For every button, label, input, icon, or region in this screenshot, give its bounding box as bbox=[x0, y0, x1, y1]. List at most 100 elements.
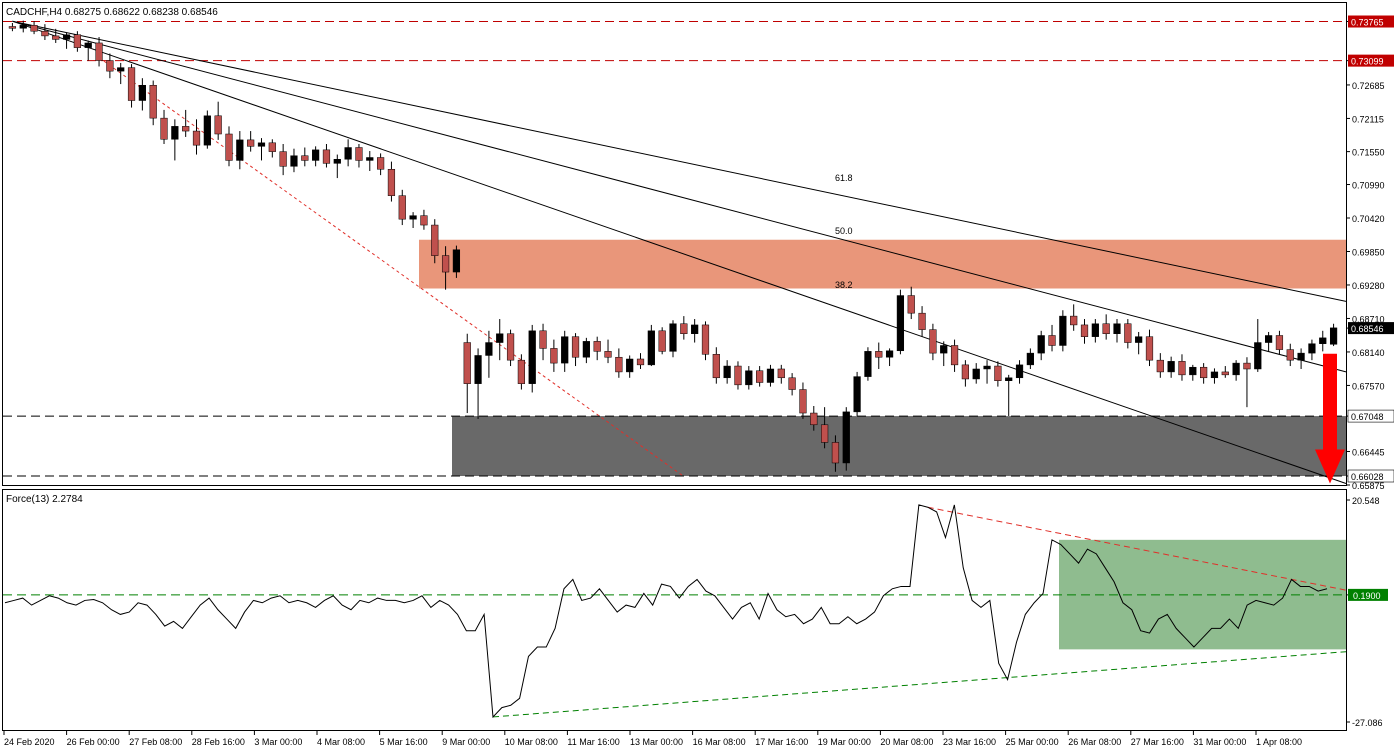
candle-body-42 bbox=[463, 342, 471, 384]
fib-label-50.0: 50.0 bbox=[835, 226, 853, 236]
time-tick-label-7: 9 Mar 00:00 bbox=[442, 737, 490, 747]
candle-body-93 bbox=[1015, 364, 1024, 379]
candle-body-1 bbox=[19, 25, 27, 29]
candle-body-30 bbox=[333, 159, 341, 164]
candle-body-36 bbox=[398, 195, 406, 220]
force-panel-border bbox=[2, 489, 1347, 731]
candle-body-64 bbox=[701, 324, 710, 355]
price-level-tag-15 bbox=[1347, 469, 1394, 483]
candle-body-58 bbox=[636, 358, 645, 366]
candle-body-22 bbox=[247, 139, 255, 147]
price-tick-label-12: 0.67570 bbox=[1352, 381, 1385, 391]
candle-body-83 bbox=[907, 295, 915, 314]
candle-body-97 bbox=[1059, 315, 1067, 346]
price-level-tag-0 bbox=[1348, 15, 1394, 28]
time-tick-label-6: 5 Mar 16:00 bbox=[380, 737, 428, 747]
candle-body-39 bbox=[431, 224, 439, 256]
time-tick-label-0: 24 Feb 2020 bbox=[4, 737, 55, 747]
candle-body-5 bbox=[62, 34, 71, 40]
price-tick-label-8: 0.69280 bbox=[1352, 281, 1385, 291]
candle-body-74 bbox=[810, 412, 818, 426]
force-tick-label-2: -27.086 bbox=[1352, 718, 1383, 728]
time-tick-label-20: 1 Apr 08:00 bbox=[1256, 737, 1302, 747]
candle-body-15 bbox=[171, 126, 179, 140]
candle-body-109 bbox=[1189, 366, 1197, 376]
candle-body-86 bbox=[940, 345, 948, 354]
candle-body-23 bbox=[257, 142, 266, 147]
time-tick-label-1: 26 Feb 00:00 bbox=[67, 737, 120, 747]
candle-body-2 bbox=[30, 25, 38, 32]
time-tick-label-16: 25 Mar 00:00 bbox=[1006, 737, 1059, 747]
price-tick-label-1: 0.73099 bbox=[1351, 57, 1384, 67]
candle-body-96 bbox=[1048, 335, 1056, 346]
candle-body-10 bbox=[117, 67, 125, 72]
candle-body-47 bbox=[517, 359, 525, 384]
candle-body-116 bbox=[1265, 335, 1273, 343]
candle-body-68 bbox=[745, 370, 753, 386]
candle-body-113 bbox=[1232, 362, 1240, 376]
price-tick-label-2: 0.72685 bbox=[1352, 81, 1385, 91]
candle-body-27 bbox=[301, 155, 309, 161]
price-tick-label-15: 0.66028 bbox=[1351, 472, 1384, 482]
time-tick-label-19: 31 Mar 00:00 bbox=[1193, 737, 1246, 747]
candle-body-63 bbox=[691, 324, 699, 334]
candle-body-67 bbox=[734, 365, 742, 386]
time-tick-label-14: 20 Mar 08:00 bbox=[880, 737, 933, 747]
price-tick-label-5: 0.70990 bbox=[1352, 181, 1385, 191]
candle-body-118 bbox=[1286, 349, 1294, 361]
candle-body-87 bbox=[950, 345, 959, 366]
candle-body-102 bbox=[1113, 323, 1121, 334]
time-tick-label-12: 17 Mar 16:00 bbox=[755, 737, 808, 747]
time-tick-label-3: 28 Feb 16:00 bbox=[192, 737, 245, 747]
candle-body-50 bbox=[550, 348, 558, 364]
candle-body-119 bbox=[1297, 352, 1305, 361]
candle-body-34 bbox=[377, 157, 385, 170]
price-panel-border bbox=[2, 2, 1347, 486]
candle-body-13 bbox=[149, 84, 157, 119]
candle-body-6 bbox=[73, 34, 81, 48]
candle-body-48 bbox=[528, 330, 536, 384]
price-tick-label-0: 0.73765 bbox=[1351, 18, 1384, 28]
candle-body-82 bbox=[896, 295, 905, 352]
price-level-tag-1 bbox=[1348, 54, 1394, 67]
candle-body-9 bbox=[106, 60, 114, 72]
force-tick-label-1: 0.1900 bbox=[1353, 591, 1381, 601]
candle-body-24 bbox=[268, 142, 276, 152]
candle-body-88 bbox=[961, 364, 969, 380]
candle-body-94 bbox=[1026, 352, 1034, 366]
time-tick-label-10: 13 Mar 00:00 bbox=[630, 737, 683, 747]
candle-body-115 bbox=[1254, 342, 1262, 370]
candle-body-99 bbox=[1080, 324, 1089, 337]
candle-body-62 bbox=[680, 323, 688, 334]
candle-body-79 bbox=[864, 351, 872, 377]
candle-body-90 bbox=[983, 365, 991, 370]
time-tick-label-15: 23 Mar 16:00 bbox=[943, 737, 996, 747]
candle-body-25 bbox=[279, 151, 287, 167]
force-header: Force(13) 2.2784 bbox=[6, 494, 83, 505]
fib-label-38.2: 38.2 bbox=[835, 280, 853, 290]
candle-body-17 bbox=[192, 130, 201, 146]
time-tick-label-8: 10 Mar 08:00 bbox=[505, 737, 558, 747]
candle-body-77 bbox=[842, 411, 850, 464]
candle-body-18 bbox=[203, 115, 211, 146]
candle-body-37 bbox=[409, 215, 417, 220]
candle-body-70 bbox=[766, 368, 775, 383]
candle-body-43 bbox=[474, 355, 482, 384]
time-tick-label-13: 19 Mar 00:00 bbox=[818, 737, 871, 747]
candle-body-31 bbox=[344, 147, 352, 160]
candle-body-72 bbox=[788, 377, 796, 390]
force-red-trend bbox=[927, 506, 1347, 591]
candle-body-0 bbox=[8, 26, 17, 29]
candle-body-108 bbox=[1178, 361, 1186, 376]
fib-fan-line-1 bbox=[12, 20, 1347, 373]
time-tick-label-17: 26 Mar 08:00 bbox=[1068, 737, 1121, 747]
price-tick-label-3: 0.72115 bbox=[1352, 114, 1384, 124]
candle-body-117 bbox=[1275, 335, 1284, 350]
candle-body-85 bbox=[929, 329, 937, 354]
candle-body-103 bbox=[1124, 323, 1132, 343]
candle-body-4 bbox=[52, 35, 60, 40]
candle-body-105 bbox=[1145, 336, 1154, 361]
candle-body-114 bbox=[1243, 362, 1251, 370]
time-tick-label-2: 27 Feb 08:00 bbox=[129, 737, 182, 747]
price-tick-label-7: 0.69850 bbox=[1352, 247, 1385, 257]
